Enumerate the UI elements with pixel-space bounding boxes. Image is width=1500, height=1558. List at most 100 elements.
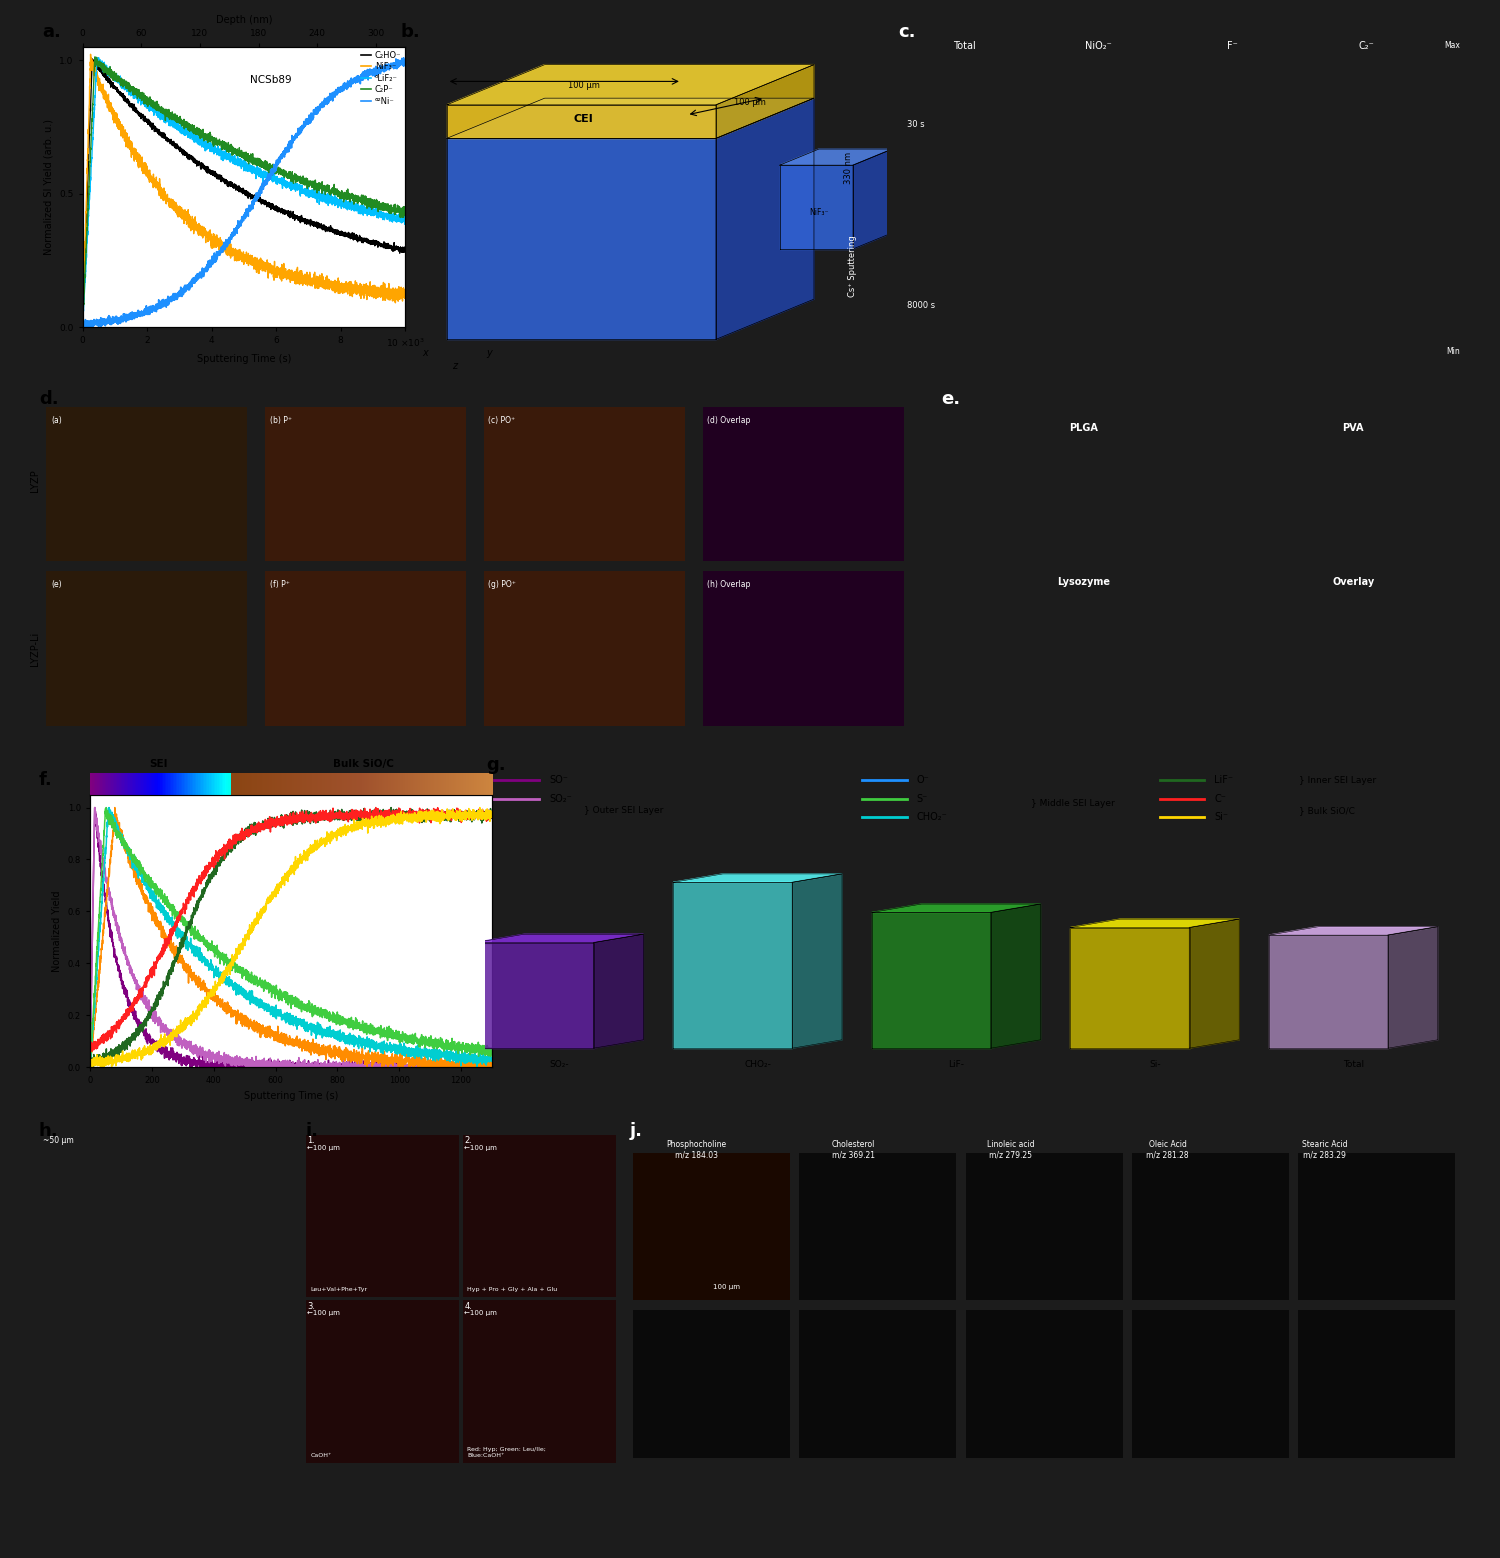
Text: 2.: 2. — [464, 1136, 472, 1145]
Polygon shape — [1269, 927, 1438, 935]
Text: LiF⁻: LiF⁻ — [1215, 776, 1233, 785]
Y-axis label: Normalized SI Yield (arb. u.): Normalized SI Yield (arb. u.) — [44, 118, 54, 256]
Text: SO₂-: SO₂- — [549, 1059, 568, 1069]
FancyBboxPatch shape — [633, 1153, 790, 1301]
FancyBboxPatch shape — [800, 1310, 956, 1458]
Text: h.: h. — [39, 1122, 58, 1140]
Polygon shape — [447, 98, 814, 139]
Text: c.: c. — [898, 23, 915, 42]
Text: Max: Max — [1444, 41, 1460, 50]
FancyBboxPatch shape — [800, 1153, 956, 1301]
Text: Linoleic acid
m/z 279.25: Linoleic acid m/z 279.25 — [987, 1139, 1035, 1159]
Polygon shape — [1269, 935, 1388, 1049]
Text: CHO₂⁻: CHO₂⁻ — [916, 812, 946, 823]
X-axis label: Depth (nm): Depth (nm) — [216, 16, 272, 25]
FancyBboxPatch shape — [266, 572, 466, 726]
FancyBboxPatch shape — [46, 407, 248, 561]
Text: LYZP: LYZP — [30, 469, 40, 492]
Polygon shape — [674, 882, 792, 1049]
Text: } Outer SEI Layer: } Outer SEI Layer — [584, 805, 663, 815]
Text: ←100 µm: ←100 µm — [464, 1310, 496, 1317]
Text: 100 µm: 100 µm — [568, 81, 600, 90]
Text: a.: a. — [42, 23, 62, 42]
FancyBboxPatch shape — [46, 572, 248, 726]
Polygon shape — [716, 65, 815, 139]
Text: (f) P⁺: (f) P⁺ — [270, 580, 290, 589]
FancyBboxPatch shape — [702, 407, 903, 561]
Text: (b) P⁺: (b) P⁺ — [270, 416, 291, 425]
Text: SO₂⁻: SO₂⁻ — [549, 793, 572, 804]
Text: Min: Min — [1446, 347, 1460, 357]
Polygon shape — [871, 904, 1041, 913]
Text: 330 nm: 330 nm — [843, 151, 852, 184]
Text: S⁻: S⁻ — [916, 793, 927, 804]
FancyBboxPatch shape — [702, 572, 903, 726]
Text: Bulk SiO/C: Bulk SiO/C — [333, 759, 394, 770]
Text: 1.: 1. — [308, 1136, 315, 1145]
Text: ←100 µm: ←100 µm — [308, 1145, 340, 1151]
Polygon shape — [780, 165, 853, 249]
Polygon shape — [1388, 927, 1438, 1049]
Text: Cholesterol
m/z 369.21: Cholesterol m/z 369.21 — [833, 1139, 874, 1159]
Polygon shape — [992, 904, 1041, 1049]
Polygon shape — [447, 139, 716, 340]
FancyBboxPatch shape — [1132, 1310, 1288, 1458]
Polygon shape — [447, 104, 716, 139]
Polygon shape — [1190, 919, 1239, 1049]
Text: ←100 µm: ←100 µm — [308, 1310, 340, 1317]
FancyBboxPatch shape — [306, 1134, 459, 1296]
Text: Si⁻: Si⁻ — [1215, 812, 1228, 823]
X-axis label: Sputtering Time (s): Sputtering Time (s) — [196, 354, 291, 365]
Legend: C₂HO⁻, NiF₃⁻, ⁶LiF₂⁻, C₂P⁻, ⁶²Ni⁻: C₂HO⁻, NiF₃⁻, ⁶LiF₂⁻, C₂P⁻, ⁶²Ni⁻ — [362, 51, 401, 106]
Text: CEI: CEI — [574, 114, 594, 123]
Text: e.: e. — [940, 390, 960, 408]
Text: z: z — [452, 361, 458, 371]
Polygon shape — [447, 65, 814, 104]
Text: 3.: 3. — [308, 1302, 315, 1312]
Text: Overlay: Overlay — [1332, 576, 1374, 587]
Text: O⁻: O⁻ — [916, 776, 928, 785]
Text: 30 s: 30 s — [906, 120, 924, 129]
Text: NCSb89: NCSb89 — [251, 75, 292, 86]
Text: 100 µm: 100 µm — [714, 1284, 741, 1290]
Text: SO⁻: SO⁻ — [549, 776, 568, 785]
FancyBboxPatch shape — [484, 407, 686, 561]
Text: } Inner SEI Layer: } Inner SEI Layer — [1299, 776, 1376, 785]
Text: Total: Total — [1342, 1059, 1364, 1069]
Text: C⁻: C⁻ — [1215, 793, 1225, 804]
Text: (e): (e) — [51, 580, 62, 589]
Text: (d) Overlap: (d) Overlap — [706, 416, 750, 425]
Text: j.: j. — [630, 1122, 644, 1140]
Text: NiO₂⁻: NiO₂⁻ — [1086, 41, 1112, 51]
FancyBboxPatch shape — [966, 1153, 1122, 1301]
Text: Total: Total — [954, 41, 976, 51]
Text: PLGA: PLGA — [1070, 422, 1098, 433]
FancyBboxPatch shape — [462, 1134, 616, 1296]
Polygon shape — [780, 150, 892, 165]
FancyBboxPatch shape — [462, 1301, 616, 1463]
FancyBboxPatch shape — [1132, 1153, 1288, 1301]
Y-axis label: Normalized Yield: Normalized Yield — [53, 890, 62, 972]
Text: 100 µm: 100 µm — [735, 98, 766, 108]
Text: Oleic Acid
m/z 281.28: Oleic Acid m/z 281.28 — [1146, 1139, 1190, 1159]
Text: (g) PO⁺: (g) PO⁺ — [489, 580, 516, 589]
Text: ~50 µm: ~50 µm — [42, 1136, 74, 1145]
Text: x: x — [423, 347, 427, 358]
Text: i.: i. — [306, 1122, 318, 1140]
FancyBboxPatch shape — [484, 572, 686, 726]
Polygon shape — [674, 874, 842, 882]
Text: Leu+Val+Phe+Tyr: Leu+Val+Phe+Tyr — [310, 1287, 368, 1292]
Text: f.: f. — [39, 771, 53, 790]
Text: PVA: PVA — [1342, 422, 1364, 433]
Text: Lysozyme: Lysozyme — [1058, 576, 1110, 587]
Text: Hyp + Pro + Gly + Ala + Glu: Hyp + Pro + Gly + Ala + Glu — [468, 1287, 558, 1292]
Text: b.: b. — [400, 23, 420, 42]
Polygon shape — [853, 150, 892, 249]
Polygon shape — [871, 913, 992, 1049]
Text: Stearic Acid
m/z 283.29: Stearic Acid m/z 283.29 — [1302, 1139, 1347, 1159]
Text: CaOH⁺: CaOH⁺ — [310, 1452, 332, 1458]
Text: (h) Overlap: (h) Overlap — [706, 580, 750, 589]
Polygon shape — [792, 874, 842, 1049]
Text: } Middle SEI Layer: } Middle SEI Layer — [1030, 799, 1114, 809]
FancyBboxPatch shape — [966, 1310, 1122, 1458]
